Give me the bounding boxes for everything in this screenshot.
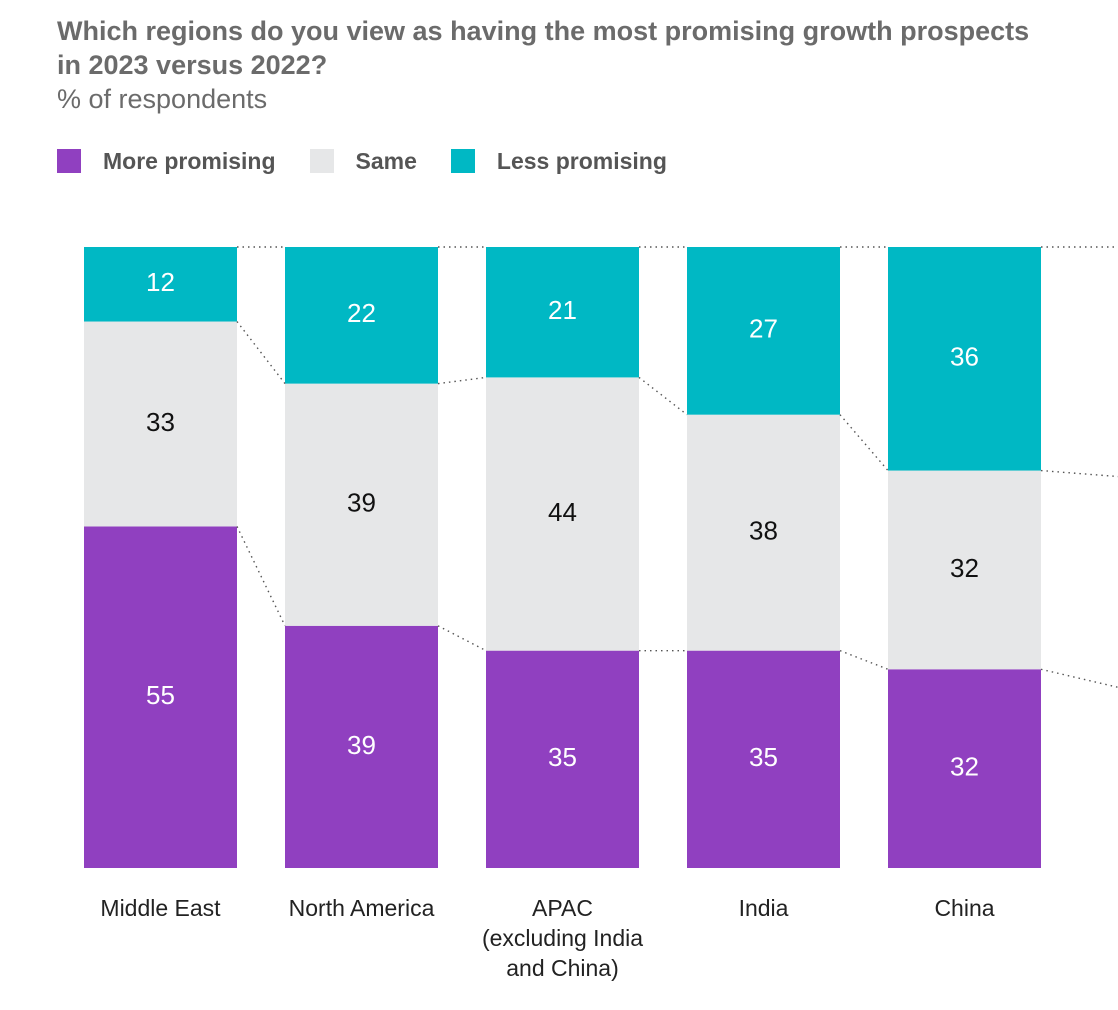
data-label-more-promising: 39: [347, 730, 376, 760]
connector-line: [839, 414, 889, 472]
data-label-more-promising: 32: [950, 752, 979, 782]
connector-line: [236, 526, 286, 627]
bar-segment-more-promising: [888, 669, 1041, 868]
data-label-same: 38: [749, 516, 778, 546]
connector-line: [638, 376, 688, 416]
bar-segment-same: [486, 377, 639, 651]
category-label: and China): [506, 955, 619, 981]
data-label-more-promising: 35: [749, 742, 778, 772]
connector-line: [437, 625, 487, 652]
legend-item-same: Same: [309, 147, 417, 175]
bar-segment-less-promising: [84, 247, 237, 322]
bar-segment-more-promising: [84, 526, 237, 868]
data-label-more-promising: 35: [548, 742, 577, 772]
legend-swatch-more-promising: [57, 149, 81, 173]
connector-line: [437, 376, 487, 385]
data-label-less-promising: 12: [146, 267, 175, 297]
category-label: Middle East: [100, 895, 221, 921]
data-label-more-promising: 55: [146, 680, 175, 710]
bar-segment-more-promising: [285, 625, 438, 868]
legend-label-less-promising: Less promising: [496, 147, 667, 174]
data-label-same: 39: [347, 488, 376, 518]
chart-title: Which regions do you view as having the …: [57, 16, 1030, 80]
bar-segment-less-promising: [888, 247, 1041, 471]
data-label-same: 33: [146, 407, 175, 437]
bar-segment-more-promising: [687, 650, 840, 868]
legend-label-more-promising: More promising: [103, 147, 276, 174]
legend-label-same: Same: [355, 147, 417, 174]
category-label: North America: [289, 895, 435, 921]
chart-subtitle: % of respondents: [57, 84, 268, 114]
legend-item-more-promising: More promising: [57, 148, 276, 175]
bar-segment-same: [285, 383, 438, 626]
category-label: APAC: [532, 895, 593, 921]
bar-segment-less-promising: [486, 247, 639, 378]
data-label-less-promising: 21: [548, 295, 577, 325]
bar-segment-same: [84, 321, 237, 527]
connector-line: [839, 649, 889, 670]
connector-line: [236, 321, 286, 385]
category-label: India: [739, 895, 789, 921]
data-label-same: 32: [950, 553, 979, 583]
legend: More promising Same Less promising: [57, 146, 701, 176]
bar-segment-less-promising: [285, 247, 438, 384]
bar-segment-less-promising: [687, 247, 840, 415]
category-label: (excluding India: [482, 925, 643, 951]
data-label-less-promising: 22: [347, 298, 376, 328]
bar-segment-more-promising: [486, 650, 639, 868]
connector-line: [1040, 668, 1118, 688]
connector-line: [1040, 469, 1118, 478]
data-label-less-promising: 36: [950, 342, 979, 372]
bar-segment-same: [687, 414, 840, 651]
legend-swatch-same: [309, 149, 334, 173]
legend-item-less-promising: Less promising: [450, 147, 667, 175]
bar-segment-same: [888, 470, 1041, 670]
legend-swatch-less-promising: [450, 149, 475, 173]
category-label: China: [934, 895, 994, 921]
data-label-same: 44: [548, 497, 577, 527]
data-label-less-promising: 27: [749, 314, 778, 344]
